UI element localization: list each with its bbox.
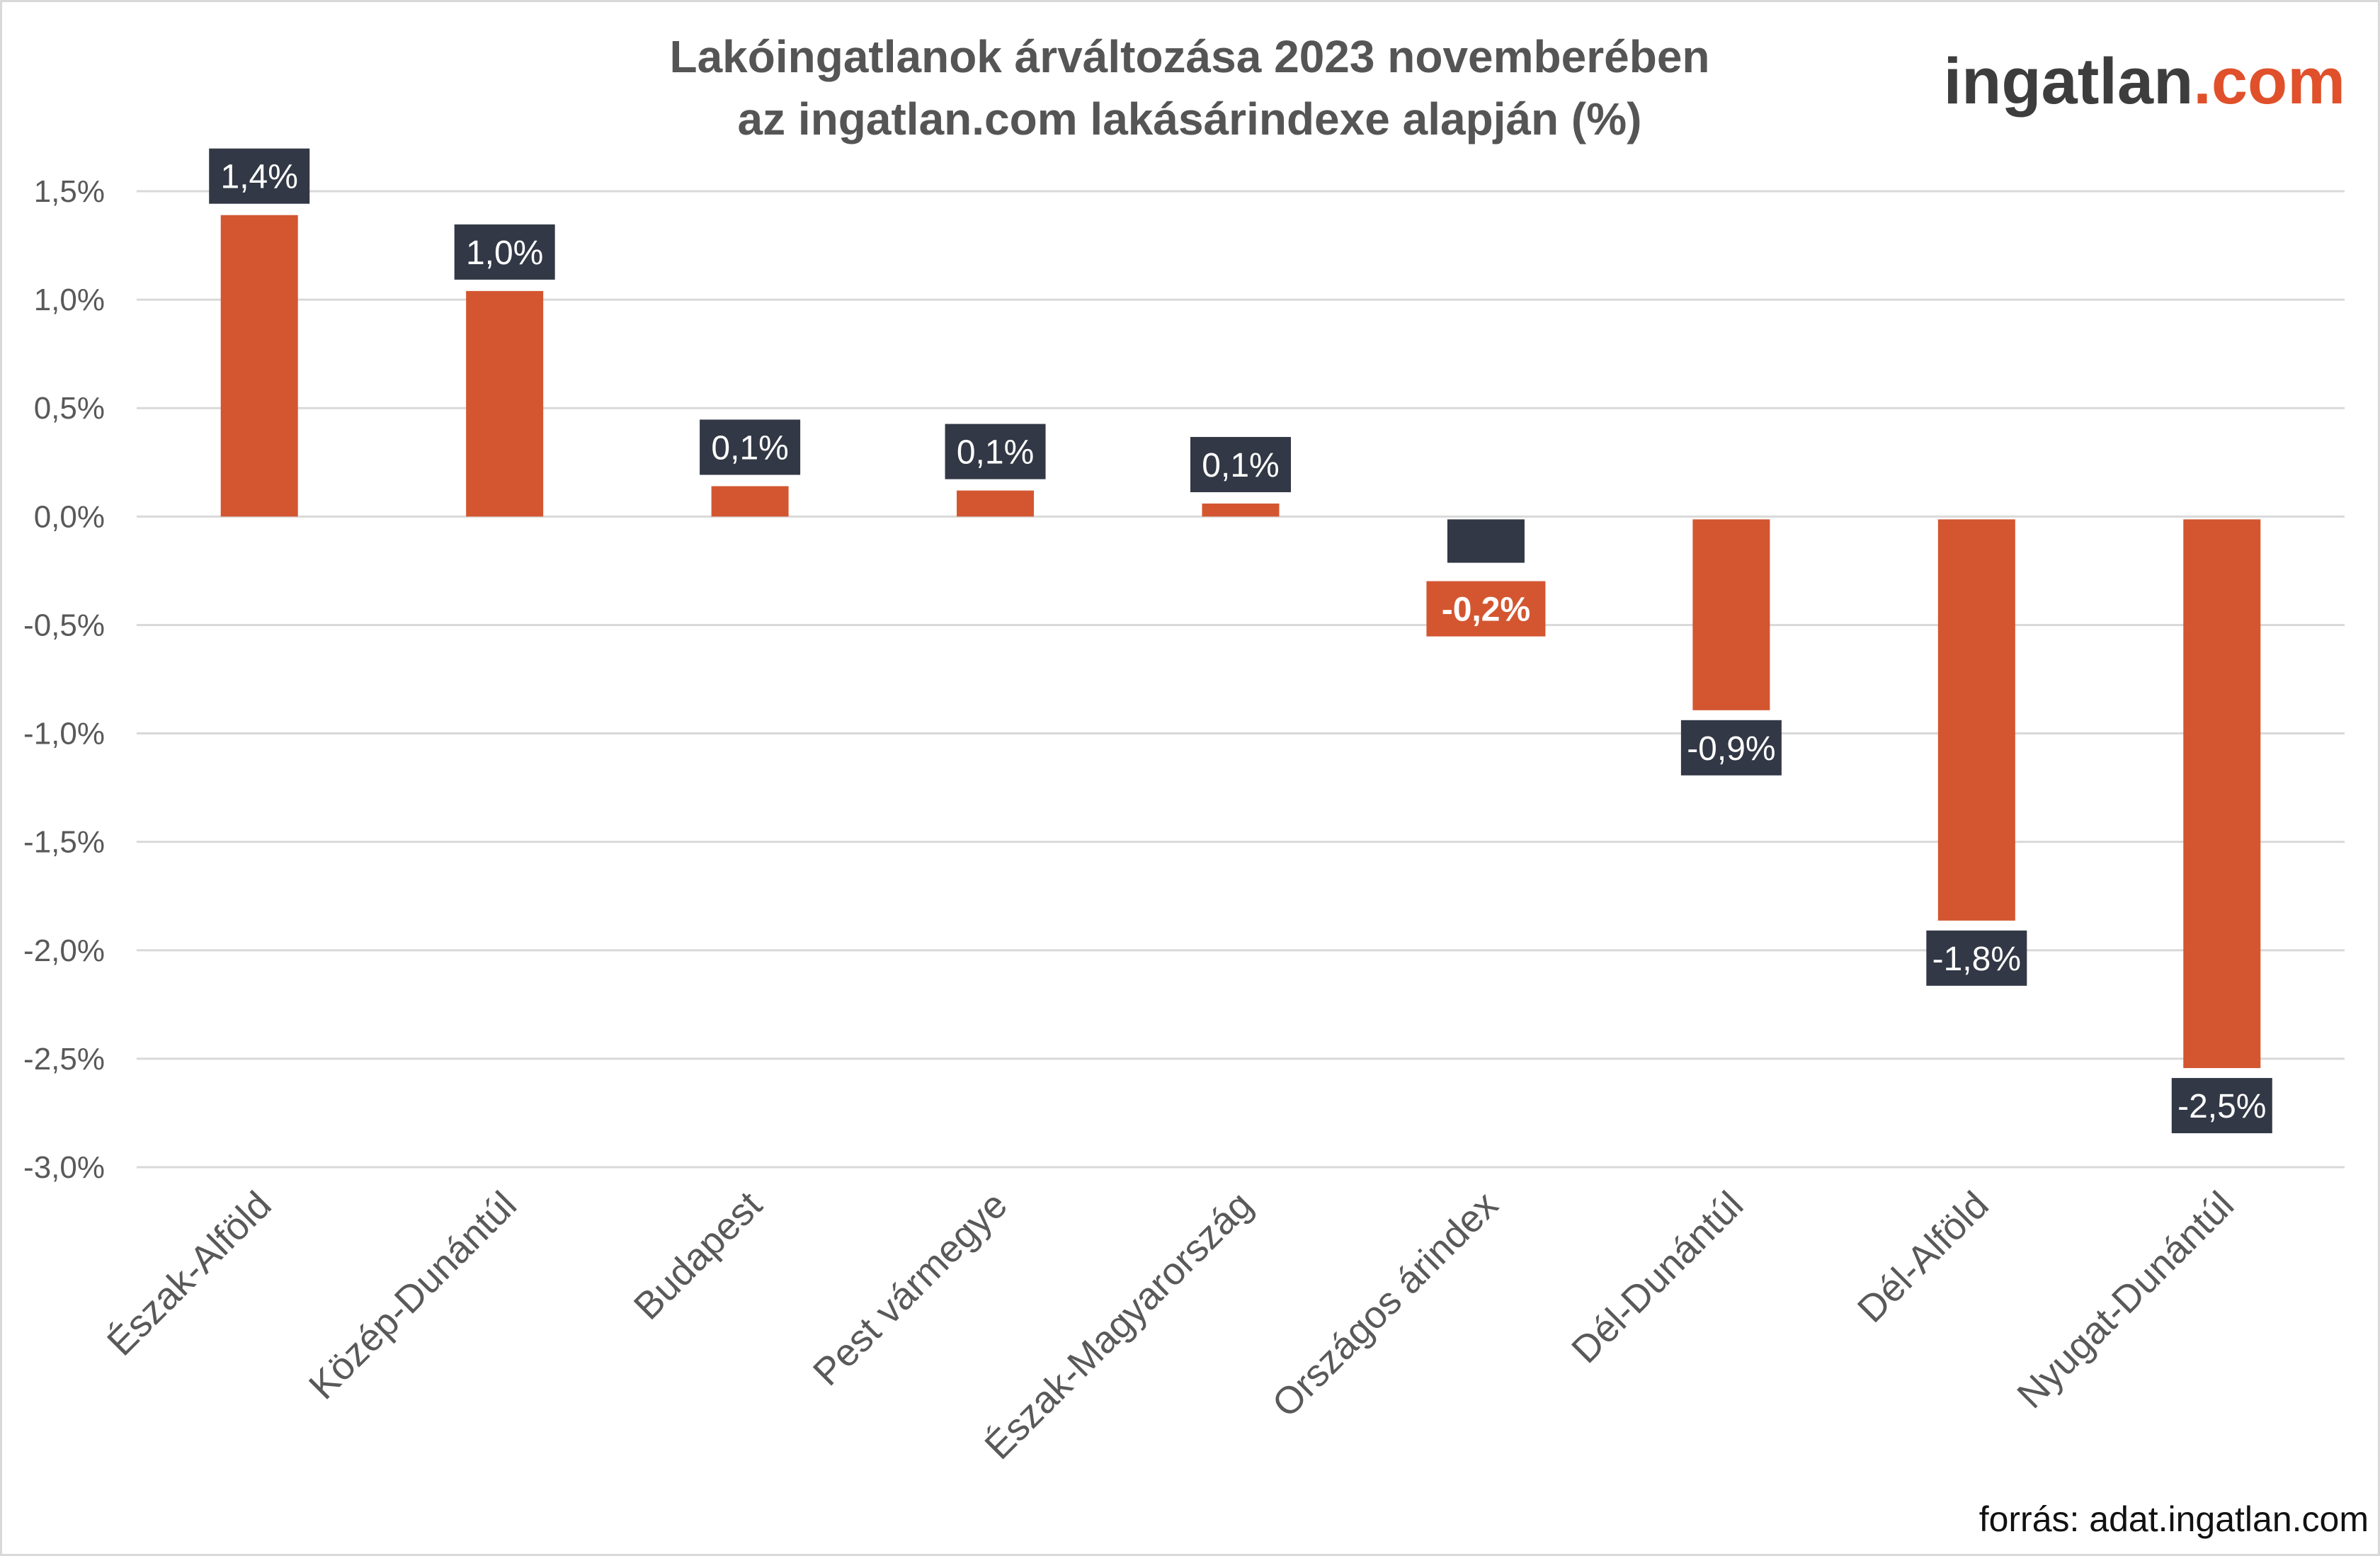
bar — [1692, 519, 1770, 710]
data-label: 0,1% — [957, 434, 1034, 472]
x-tick-label: Közép-Dunántúl — [301, 1183, 525, 1407]
data-label-box — [1190, 436, 1291, 492]
x-tick-label: Budapest — [626, 1183, 770, 1328]
y-tick-label: 1,0% — [34, 283, 105, 317]
bars — [220, 215, 2261, 1069]
bar — [957, 490, 1035, 517]
svg-text:ingatlan.com: ingatlan.com — [1944, 45, 2345, 118]
bar — [1447, 519, 1525, 563]
data-labels: 1,4% 1,0% 0,1% 0,1% 0,1% -0,2% -0,9% -1,8% -2,5% — [209, 148, 2272, 1134]
x-tick-label: Nyugat-Dunántúl — [2009, 1183, 2242, 1416]
x-tick-label: Dél-Dunántúl — [1564, 1183, 1751, 1371]
bar — [711, 486, 789, 517]
y-axis-ticks: 1,5% 1,0% 0,5% 0,0% -0,5% -1,0% -1,5% -2,0% -2,5… — [23, 174, 105, 1185]
x-tick-label: Dél-Alföld — [1850, 1183, 1997, 1331]
data-label-box — [1426, 581, 1546, 637]
x-tick-label: Pest vármegye — [805, 1183, 1015, 1394]
data-label: -0,9% — [1687, 730, 1775, 768]
data-label: 0,1% — [1202, 447, 1279, 484]
y-tick-label: 0,0% — [34, 499, 105, 534]
x-axis-labels: Észak-Alföld Közép-Dunántúl Budapest Pest v… — [99, 1183, 2242, 1467]
logo-main: ingatlan — [1944, 45, 2194, 118]
logo: ingatlan.com — [1944, 45, 2345, 118]
y-tick-label: 1,5% — [34, 174, 105, 209]
y-tick-label: -2,5% — [23, 1042, 105, 1077]
x-tick-label: Észak-Magyarország — [977, 1183, 1260, 1467]
chart-title-line-2: az ingatlan.com lakásárindexe alapján (%… — [738, 93, 1642, 144]
data-label-box — [945, 424, 1046, 479]
data-label-box — [1926, 930, 2027, 986]
logo-suffix: .com — [2193, 45, 2345, 118]
data-label: 1,0% — [466, 234, 543, 272]
data-label-box — [454, 224, 555, 280]
data-label-box — [209, 148, 310, 204]
source-note: forrás: adat.ingatlan.com — [1979, 1499, 2369, 1539]
y-tick-label: -3,0% — [23, 1150, 105, 1185]
data-label: -0,2% — [1442, 591, 1530, 629]
y-tick-label: -1,5% — [23, 825, 105, 860]
bar — [1202, 503, 1280, 517]
bar — [1937, 519, 2015, 921]
y-tick-label: -0,5% — [23, 608, 105, 642]
data-label: -2,5% — [2177, 1088, 2266, 1125]
x-tick-label: Országos árindex — [1264, 1183, 1506, 1426]
x-tick-label: Észak-Alföld — [99, 1183, 280, 1364]
data-label: 1,4% — [221, 159, 298, 196]
y-tick-label: 0,5% — [34, 391, 105, 426]
y-tick-label: -2,0% — [23, 933, 105, 968]
data-label-box — [2171, 1078, 2272, 1134]
bar — [2183, 519, 2261, 1069]
data-label: 0,1% — [711, 429, 788, 467]
bar — [220, 215, 298, 517]
data-label-box — [1680, 720, 1782, 776]
chart-title-line-1: Lakóingatlanok árváltozása 2023 november… — [669, 31, 1709, 82]
data-label: -1,8% — [1932, 941, 2021, 978]
bar — [466, 290, 544, 517]
data-label-box — [700, 419, 801, 475]
y-tick-label: -1,0% — [23, 717, 105, 751]
